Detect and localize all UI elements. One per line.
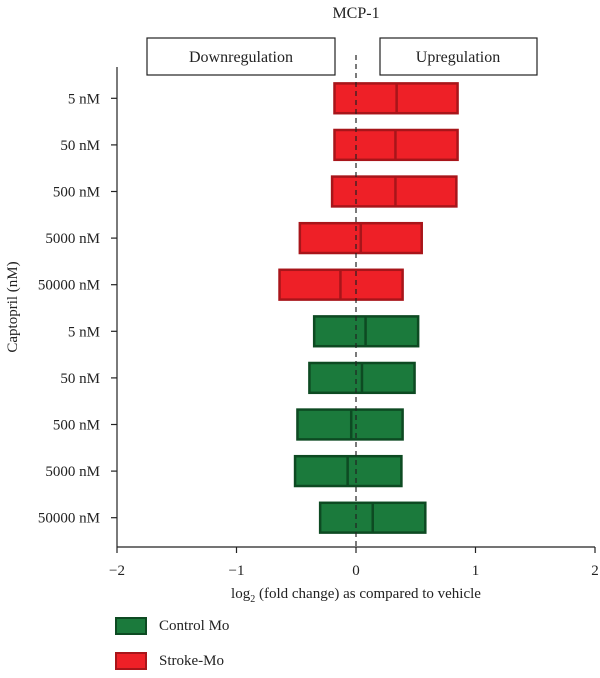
x-tick-label-4: 1 [472,563,480,579]
downregulation-label: Downregulation [189,49,293,66]
y-tick-label-5: 50000 nM [38,278,100,294]
x-tick-label-5: 2 [591,563,599,579]
y-tick-label-7: 50 nM [60,371,100,387]
chart-title: MCP-1 [332,5,379,22]
x-axis-label-prefix: log [231,586,251,602]
y-tick-label-1: 5 nM [68,91,100,107]
legend-item-stroke-mo: Stroke-Mo [115,651,224,671]
x-axis-label-subscript: 2 [250,594,255,605]
x-axis-label-suffix: (fold change) as compared to vehicle [255,586,481,602]
y-axis-label: Captopril (nM) [5,261,21,352]
plot-area [278,55,459,547]
legend-label-control-mo: Control Mo [159,617,230,634]
upregulation-annotation: Upregulation [379,37,538,76]
downregulation-annotation: Downregulation [146,37,336,76]
x-tick-label-3: 0 [352,563,360,579]
y-tick-label-10: 50000 nM [38,511,100,527]
legend-label-stroke-mo: Stroke-Mo [159,652,224,669]
upregulation-box [379,37,538,76]
y-tick-label-8: 500 nM [53,418,100,434]
x-ticks: −2 −1 0 1 2 [109,547,599,579]
downregulation-box [146,37,336,76]
y-ticks: 5 nM 50 nM 500 nM 5000 nM 50000 nM 5 nM 50 nM 5… [38,91,117,527]
y-tick-label-2: 50 nM [60,138,100,154]
y-tick-label-6: 5 nM [68,324,100,340]
y-tick-label-4: 5000 nM [45,231,100,247]
upregulation-label: Upregulation [416,49,500,66]
x-tick-label-2: −1 [229,563,245,579]
legend-swatch-stroke-mo [115,652,147,670]
x-axis-label: log2 (fold change) as compared to vehicl… [231,586,481,605]
x-tick-label-1: −2 [109,563,125,579]
y-tick-label-9: 5000 nM [45,464,100,480]
y-tick-label-3: 500 nM [53,185,100,201]
legend-swatch-control-mo [115,617,147,635]
legend-item-control-mo: Control Mo [115,616,229,636]
